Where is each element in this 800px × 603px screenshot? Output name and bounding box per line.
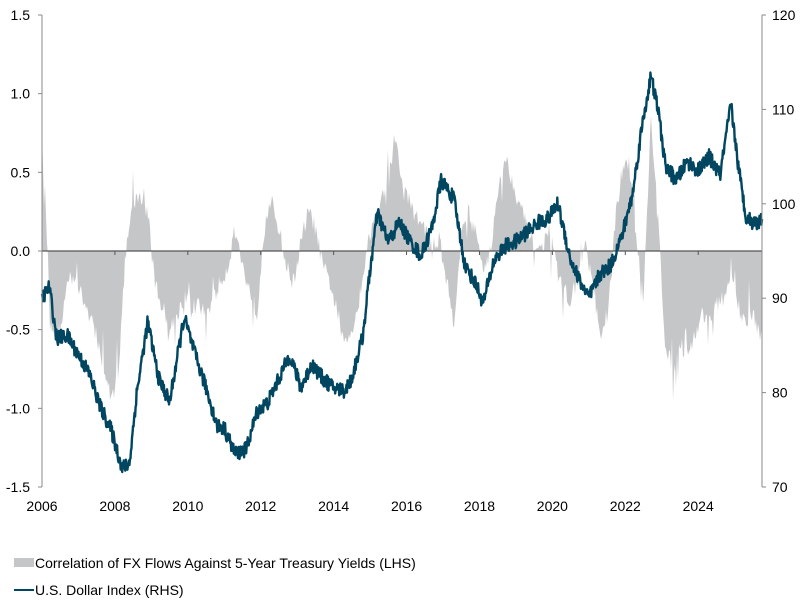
right-axis-tick-label: 80: [772, 385, 788, 401]
legend-swatch-line: [14, 588, 34, 591]
axes: -1.5 -1.0 -0.5 0.0 0.5 1.0 1.5 70 80 90 100 110 120 2…: [6, 7, 796, 514]
legend-item-dollar-index: U.S. Dollar Index (RHS): [14, 576, 416, 603]
correlation-area-layer: [42, 115, 762, 401]
right-axis-tick-label: 70: [772, 479, 788, 495]
legend-label-correlation: Correlation of FX Flows Against 5-Year T…: [35, 554, 416, 571]
right-axis-tick-label: 90: [772, 290, 788, 306]
left-axis-tick-label: -0.5: [6, 322, 30, 338]
legend-swatch-area: [14, 558, 34, 567]
x-axis-tick-label: 2012: [245, 498, 276, 514]
legend-label-dollar-index: U.S. Dollar Index (RHS): [35, 581, 184, 598]
left-axis-tick-label: 1.0: [11, 86, 31, 102]
x-axis-tick-label: 2006: [26, 498, 57, 514]
x-axis-tick-label: 2008: [99, 498, 130, 514]
legend: Correlation of FX Flows Against 5-Year T…: [14, 549, 416, 603]
dollar-index-line-layer: [40, 71, 764, 474]
legend-item-correlation: Correlation of FX Flows Against 5-Year T…: [14, 549, 416, 576]
left-axis-tick-label: 0.5: [11, 164, 31, 180]
left-axis-tick-label: -1.5: [6, 479, 30, 495]
right-axis-tick-label: 100: [772, 196, 796, 212]
left-axis-tick-label: 0.0: [11, 243, 31, 259]
right-axis-tick-label: 120: [772, 7, 796, 23]
dollar-index-line: [40, 71, 764, 474]
left-axis-tick-label: -1.0: [6, 400, 30, 416]
x-axis-tick-label: 2014: [318, 498, 349, 514]
chart: -1.5 -1.0 -0.5 0.0 0.5 1.0 1.5 70 80 90 100 110 120 2…: [6, 7, 796, 514]
x-axis-tick-label: 2016: [391, 498, 422, 514]
x-axis-tick-label: 2010: [172, 498, 203, 514]
left-axis-tick-label: 1.5: [11, 7, 31, 23]
x-axis-tick-label: 2020: [537, 498, 568, 514]
right-axis-tick-label: 110: [772, 101, 795, 117]
x-axis-tick-label: 2022: [610, 498, 641, 514]
x-axis-tick-label: 2018: [464, 498, 495, 514]
x-axis-tick-label: 2024: [683, 498, 714, 514]
correlation-area: [42, 115, 762, 401]
